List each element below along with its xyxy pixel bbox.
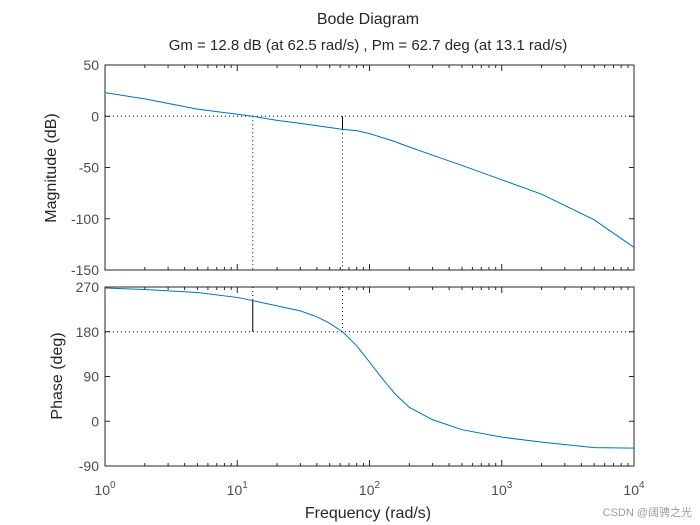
x-tick-label: 104 [623,480,645,498]
x-tick-base: 10 [94,482,110,498]
magnitude-ytick-label: -100 [71,211,99,227]
x-tick-base: 10 [359,482,375,498]
x-tick-base: 10 [227,482,243,498]
phase-frame [104,286,635,467]
x-tick-label: 102 [359,480,381,498]
magnitude-ytick-label: 50 [83,57,99,73]
x-tick-exponent: 1 [242,480,248,491]
chart-subtitle: Gm = 12.8 dB (at 62.5 rad/s) , Pm = 62.7… [169,37,568,54]
phase-curve [104,287,635,449]
x-tick-base: 10 [491,482,507,498]
magnitude-ylabel: Magnitude (dB) [43,113,60,222]
x-tick-labels: 100 101 102 103 104 [94,480,645,498]
magnitude-curve [104,92,635,248]
phase-ytick-label: 270 [76,279,100,295]
x-tick-exponent: 0 [110,480,116,491]
magnitude-ytick-label: -50 [79,160,99,176]
phase-ylabel: Phase (deg) [49,332,66,419]
chart-title: Bode Diagram [317,11,419,28]
x-axis-label: Frequency (rad/s) [305,505,431,522]
x-tick-exponent: 3 [507,480,513,491]
phase-ytick-label: 90 [83,369,99,385]
x-tick-exponent: 2 [375,480,381,491]
phase-axes: 270 180 90 0 -90 [76,279,635,474]
magnitude-frame [104,64,635,271]
x-tick-exponent: 4 [639,480,645,491]
magnitude-axes: 50 0 -50 -100 -150 [71,57,635,278]
magnitude-ytick-label: 0 [91,108,99,124]
phase-ytick-label: 180 [76,324,100,340]
x-tick-base: 10 [623,482,639,498]
magnitude-ytick-label: -150 [71,262,99,278]
x-tick-label: 103 [491,480,513,498]
phase-ytick-label: -90 [79,458,99,474]
phase-ytick-label: 0 [91,413,99,429]
watermark: CSDN @阔骋之光 [603,505,692,519]
x-tick-label: 100 [94,480,116,498]
x-tick-label: 101 [227,480,249,498]
